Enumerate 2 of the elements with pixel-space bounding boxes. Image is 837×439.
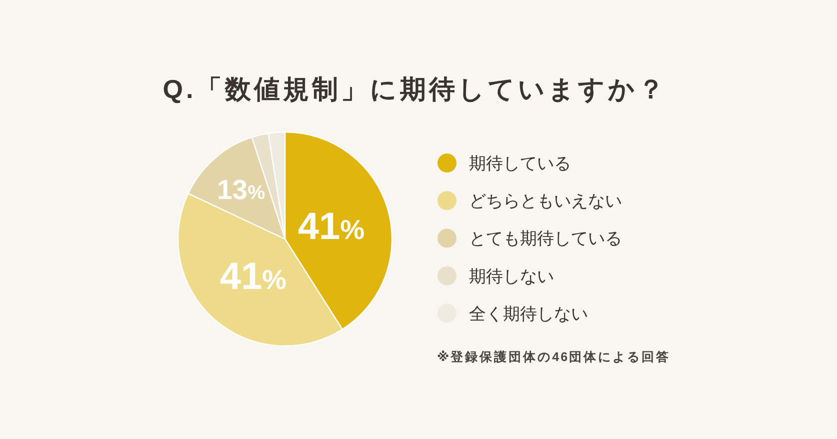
- annotation: ※登録保護団体の46団体による回答: [437, 350, 671, 364]
- title: Q.「数値規制」に期待していますか？: [162, 74, 668, 104]
